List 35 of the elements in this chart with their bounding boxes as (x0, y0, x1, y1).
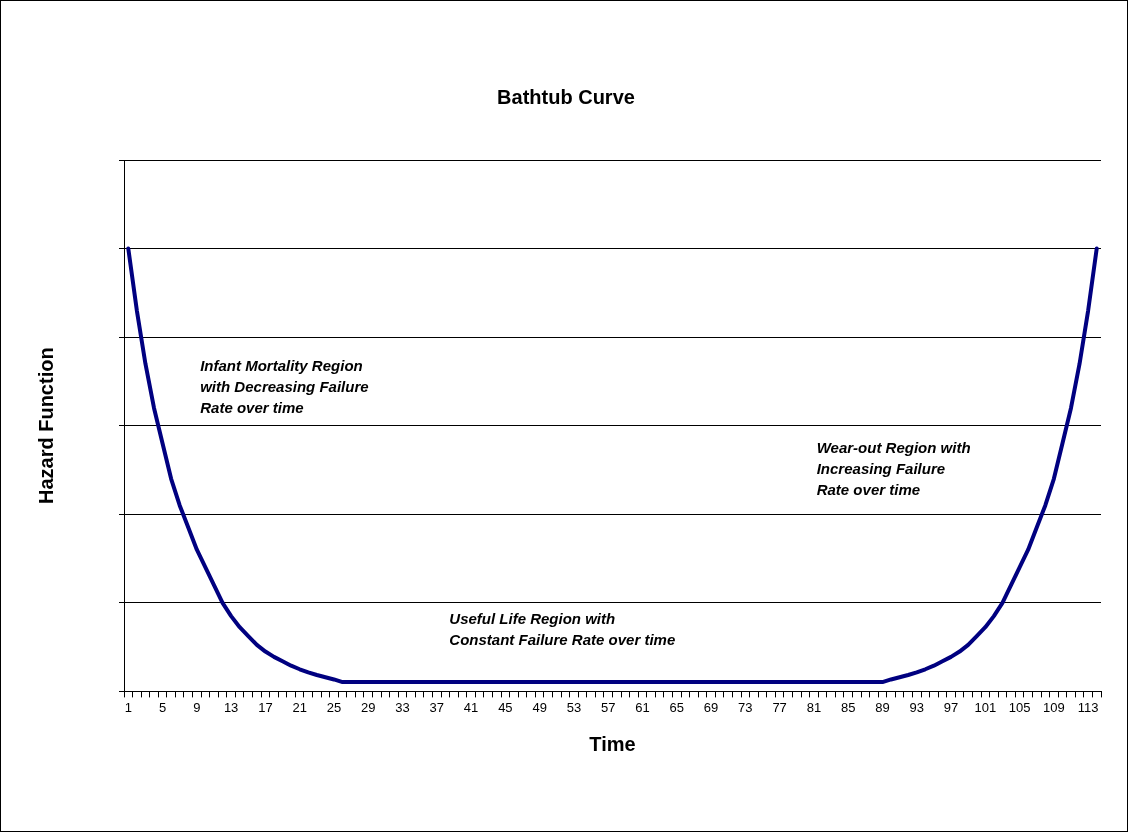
x-tick-label: 17 (258, 699, 273, 715)
x-tick-label: 25 (326, 699, 342, 715)
x-tick-label: 101 (974, 699, 997, 715)
x-tick-label: 29 (361, 699, 376, 715)
x-tick-label: 9 (193, 699, 201, 715)
x-tick-label: 57 (600, 699, 616, 715)
x-tick-label: 33 (395, 699, 410, 715)
x-tick-label: 13 (223, 699, 239, 715)
annotation: Useful Life Region with Constant Failure Rate over time (449, 610, 676, 649)
x-tick-label: 49 (532, 699, 547, 715)
x-tick-label: 113 (1077, 699, 1099, 715)
x-tick-label: 97 (943, 699, 959, 715)
x-tick-label: 37 (429, 699, 445, 715)
annotation: Infant Mortality Region with Decreasing Failure Rate over time (200, 357, 369, 417)
x-tick-label: 89 (875, 699, 890, 715)
x-tick-label: 45 (498, 699, 513, 715)
chart-title: Bathtub Curve (497, 85, 635, 108)
x-tick-label: 61 (635, 699, 650, 715)
x-tick-label: 65 (669, 699, 685, 715)
x-tick-label: 77 (772, 699, 787, 715)
x-tick-label: 109 (1043, 699, 1065, 715)
x-tick-label: 73 (738, 699, 753, 715)
y-axis-title: Hazard Function (34, 347, 57, 505)
x-tick-label: 53 (566, 699, 582, 715)
x-tick-label: 81 (806, 699, 822, 715)
x-tick-label: 69 (703, 699, 719, 715)
x-tick-label: 85 (840, 699, 856, 715)
x-tick-label: 93 (909, 699, 924, 715)
x-tick-label: 105 (1008, 699, 1031, 715)
x-axis-title: Time (589, 732, 636, 755)
x-tick-label: 5 (158, 699, 167, 715)
x-tick-label: 41 (463, 699, 479, 715)
x-tick-label: 1 (124, 699, 132, 715)
x-tick-label: 21 (292, 699, 307, 715)
annotation: Wear-out Region with Increasing Failure Rate over time (816, 439, 971, 499)
